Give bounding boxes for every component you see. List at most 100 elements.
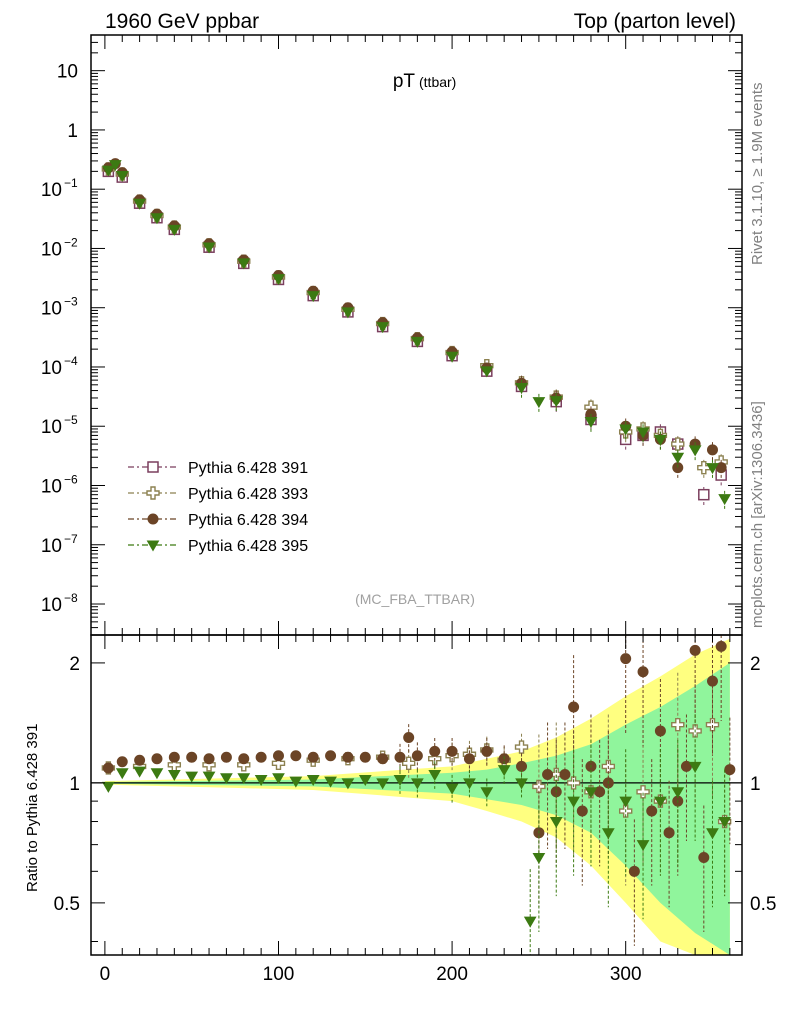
y-tick-exponent: −6: [64, 472, 78, 486]
x-tick-label: 200: [436, 964, 468, 985]
rivet-label: Rivet 3.1.10, ≥ 1.9M events: [749, 83, 766, 266]
data-point: [636, 427, 650, 439]
ratio-y-tick-label: 0.5: [54, 894, 80, 915]
data-point: [133, 198, 146, 210]
y-tick-label: 10: [57, 62, 78, 83]
ratio-point: [637, 666, 649, 678]
y-tick-exponent: −7: [64, 532, 78, 546]
y-tick-label: 10: [41, 239, 62, 260]
ratio-panel: 0.5 0.5 1 1 2 2 0 100 200 300 Ratio to Pythia 6.…: [24, 634, 776, 985]
y-tick-label: 10: [41, 476, 62, 497]
ratio-point: [377, 753, 389, 765]
y-tick-label: 10: [41, 536, 62, 557]
ratio-point: [601, 828, 615, 840]
data-point: [115, 171, 129, 183]
ratio-point: [429, 745, 441, 757]
ratio-point: [542, 768, 554, 780]
analysis-watermark: (MC_FBA_TTBAR): [355, 591, 475, 607]
data-point: [108, 160, 122, 172]
legend: Pythia 6.428 391 Pythia 6.428 393 Pythia 6…: [128, 460, 308, 555]
ratio-plot-marks: [91, 635, 742, 955]
ratio-point: [705, 717, 720, 732]
ratio-point: [698, 851, 710, 863]
ratio-point: [568, 701, 580, 713]
ratio-y-tick-label-right: 0.5: [750, 894, 776, 915]
data-point: [272, 274, 285, 286]
ratio-y-axis: 0.5 0.5 1 1 2 2: [54, 654, 776, 943]
ratio-point: [167, 769, 181, 781]
ratio-point: [254, 774, 268, 786]
ratio-y-tick-label: 2: [69, 654, 80, 675]
ratio-y-tick-label-right: 1: [750, 774, 761, 795]
ratio-point: [134, 754, 146, 766]
data-point: [101, 165, 115, 177]
ratio-point: [481, 745, 493, 757]
ratio-point: [706, 675, 718, 687]
data-point: [515, 383, 528, 395]
ratio-point: [584, 787, 598, 799]
ratio-point: [671, 717, 685, 732]
x-tick-label: 0: [100, 964, 111, 985]
y-tick-label: 10: [41, 595, 62, 616]
ratio-point: [307, 751, 319, 763]
data-point: [688, 445, 702, 457]
ratio-point: [411, 750, 423, 762]
ratio-point: [619, 796, 633, 808]
y-tick-label: 10: [41, 299, 62, 320]
ratio-point: [116, 756, 128, 768]
ratio-point: [706, 828, 719, 840]
ratio-point: [186, 751, 198, 763]
legend-label: Pythia 6.428 391: [188, 460, 308, 477]
legend-marker: [146, 540, 160, 552]
ratio-point: [446, 745, 458, 757]
y-tick-label: 10: [41, 358, 62, 379]
legend-label: Pythia 6.428 393: [188, 486, 308, 503]
ratio-point: [290, 750, 302, 762]
ratio-point: [203, 753, 215, 765]
ratio-point: [445, 783, 459, 795]
ratio-point: [151, 753, 163, 765]
ratio-point: [549, 817, 563, 829]
ratio-point: [238, 753, 250, 765]
ratio-point: [325, 750, 337, 762]
y-tick-exponent: −8: [64, 591, 78, 605]
ratio-point: [393, 774, 407, 786]
ratio-point: [271, 756, 286, 770]
data-point: [532, 397, 546, 409]
ratio-y-tick-label: 1: [69, 774, 80, 795]
legend-marker: [147, 461, 159, 473]
uncertainty-band-inner: [104, 662, 730, 955]
data-point: [671, 452, 685, 464]
ratio-point: [628, 865, 640, 877]
data-point: [341, 307, 355, 319]
ratio-point: [724, 764, 736, 776]
legend-marker: [146, 486, 160, 500]
ratio-point: [133, 766, 146, 778]
ratio-point: [559, 768, 571, 780]
y-tick-exponent: −2: [64, 235, 78, 249]
data-point: [411, 336, 424, 348]
data-point: [150, 213, 164, 225]
ratio-point: [532, 852, 546, 864]
ratio-point: [272, 750, 284, 762]
ratio-point: [480, 787, 494, 799]
chart-title-suffix: (ttbar): [419, 74, 456, 90]
data-point: [706, 444, 718, 456]
ratio-point: [576, 805, 588, 817]
ratio-point: [463, 778, 476, 790]
ratio-point: [620, 653, 632, 665]
ratio-point: [567, 796, 580, 808]
y-tick-label: 1: [67, 121, 78, 142]
main-plot-marks: [101, 158, 732, 510]
ratio-point: [671, 787, 685, 799]
data-point: [672, 462, 684, 474]
y-tick-exponent: −1: [64, 176, 78, 190]
ratio-point: [358, 774, 372, 786]
data-point: [202, 242, 216, 254]
header-process: Top (parton level): [574, 10, 736, 33]
ratio-point: [636, 840, 650, 852]
ratio-point: [102, 762, 114, 774]
ratio-point: [663, 827, 675, 839]
x-tick-label: 100: [263, 964, 295, 985]
